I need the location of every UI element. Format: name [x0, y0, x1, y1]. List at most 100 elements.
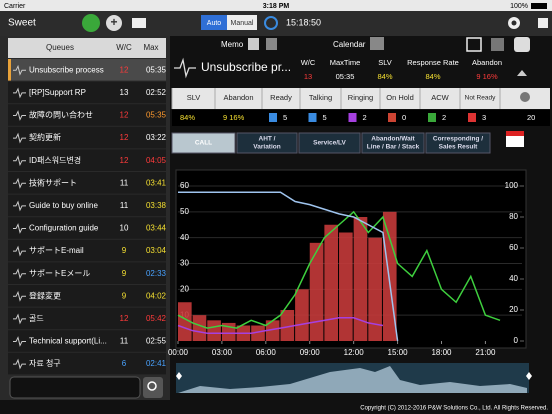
- bar: [265, 320, 280, 341]
- tab[interactable]: [425, 132, 491, 154]
- queue-name: Unsubscribe process: [29, 65, 104, 74]
- queue-name: Guide to buy online: [29, 201, 98, 210]
- queue-row[interactable]: [8, 217, 166, 239]
- queue-row[interactable]: [8, 307, 166, 330]
- agent-icon: [428, 113, 436, 122]
- tab-label: Sales Result: [439, 144, 478, 151]
- queue-header-name[interactable]: Queues: [46, 43, 74, 52]
- queue-row-icon: [13, 110, 26, 121]
- queue-name: サポートE-mail: [29, 246, 84, 255]
- agent-header[interactable]: Abandon: [223, 93, 253, 102]
- search-button[interactable]: [143, 377, 163, 398]
- queue-wc: 6: [122, 359, 127, 368]
- tab[interactable]: [298, 132, 361, 154]
- agent-header[interactable]: Talking: [309, 93, 332, 102]
- x-tick-label: 06:00: [256, 348, 277, 357]
- calendar-icon[interactable]: [370, 37, 384, 50]
- agent-header[interactable]: Ready: [270, 93, 292, 102]
- memo-label[interactable]: Memo: [221, 40, 244, 49]
- queue-wc: 11: [120, 201, 129, 210]
- monitor-button[interactable]: [82, 14, 100, 32]
- queue-row[interactable]: [8, 330, 166, 352]
- queue-row[interactable]: [8, 172, 166, 194]
- queue-row[interactable]: [8, 352, 166, 375]
- queue-header-wc[interactable]: W/C: [116, 43, 132, 52]
- queue-row[interactable]: [8, 81, 166, 104]
- memo-add[interactable]: [248, 38, 259, 50]
- queue-row[interactable]: [8, 149, 166, 171]
- agent-icon: [269, 113, 277, 122]
- agent-header[interactable]: ACW: [431, 93, 449, 102]
- collapse-button[interactable]: [538, 18, 548, 28]
- search-box[interactable]: [9, 376, 141, 399]
- queue-wc: 11: [120, 178, 129, 187]
- queue-row-icon: [13, 64, 26, 76]
- tab-label: Abandon/Wait: [371, 136, 415, 143]
- agent-values-bg: [172, 110, 550, 126]
- queue-max: 03:04: [146, 246, 167, 255]
- agent-icon: [308, 113, 317, 122]
- tab[interactable]: [361, 132, 425, 154]
- add-button[interactable]: [106, 15, 122, 31]
- profile-button[interactable]: [514, 37, 530, 52]
- queue-max: 04:05: [146, 156, 167, 165]
- queue-row[interactable]: [8, 262, 166, 284]
- summary-header: Abandon: [472, 58, 502, 67]
- x-tick-label: 00:00: [168, 348, 189, 357]
- x-tick-label: 21:00: [475, 348, 496, 357]
- agent-status: SLV 84% Abandon 9 16% Ready 5 Talking 5 Ringing 2…: [171, 88, 550, 126]
- tab[interactable]: [236, 132, 298, 154]
- agent-header[interactable]: SLV: [187, 93, 201, 102]
- add-icon: +: [110, 15, 117, 29]
- bar: [295, 289, 309, 341]
- series-line: [178, 191, 399, 342]
- queue-row-icon: [13, 245, 26, 257]
- refresh-button[interactable]: [264, 16, 278, 30]
- agent-header[interactable]: On Hold: [386, 93, 414, 102]
- battery: 100%: [510, 3, 528, 10]
- y-tick-label: 60: [180, 181, 189, 190]
- x-tick-label: 09:00: [300, 348, 321, 357]
- queue-max: 05:35: [146, 111, 167, 120]
- calendar-label[interactable]: Calendar: [333, 40, 366, 49]
- agent-value: 84%: [180, 113, 195, 122]
- queue-row[interactable]: [8, 194, 166, 217]
- queue-row[interactable]: [8, 239, 166, 262]
- queue-row[interactable]: [8, 126, 166, 149]
- agent-header[interactable]: Ringing: [348, 93, 373, 102]
- auto-toggle[interactable]: [201, 15, 227, 30]
- x-tick-label: 03:00: [212, 348, 233, 357]
- queue-name: 技術サポート: [29, 177, 77, 187]
- manual-label: Manual: [231, 20, 254, 27]
- queue-row[interactable]: [8, 285, 166, 307]
- bar: [309, 242, 324, 341]
- summary-value: 05:35: [336, 72, 355, 81]
- range-handle-left[interactable]: [176, 372, 182, 380]
- manual-toggle[interactable]: [227, 15, 257, 30]
- agent-header[interactable]: Not Ready: [465, 95, 496, 102]
- queue-name: ID패스워드변경: [29, 155, 81, 165]
- tab-label: AHT /: [259, 136, 276, 143]
- expand-button[interactable]: [466, 37, 482, 52]
- agent-value: 0: [402, 113, 406, 122]
- queue-row[interactable]: [8, 59, 166, 81]
- x-tick-label: 12:00: [344, 348, 365, 357]
- eject-icon[interactable]: [517, 70, 527, 76]
- tab[interactable]: [171, 132, 236, 154]
- bar: [251, 325, 265, 341]
- y2-tick-label: 100: [505, 181, 519, 190]
- summary-header: SLV: [378, 58, 392, 67]
- copyright: Copyright (C) 2012-2016 P&W Solutions Co…: [360, 406, 548, 412]
- bar: [178, 302, 192, 341]
- y2-tick-label: 20: [509, 305, 518, 314]
- memo-doc[interactable]: [266, 38, 277, 50]
- mail-button[interactable]: [132, 18, 146, 28]
- range-handle-right[interactable]: [526, 372, 532, 380]
- bar: [339, 232, 353, 341]
- queue-header-max[interactable]: Max: [143, 43, 158, 52]
- agent-icon: [468, 113, 476, 122]
- queue-row[interactable]: [8, 104, 166, 126]
- search-icon: [147, 381, 157, 391]
- r-button[interactable]: [491, 38, 504, 51]
- tab-label: Corresponding /: [433, 136, 483, 143]
